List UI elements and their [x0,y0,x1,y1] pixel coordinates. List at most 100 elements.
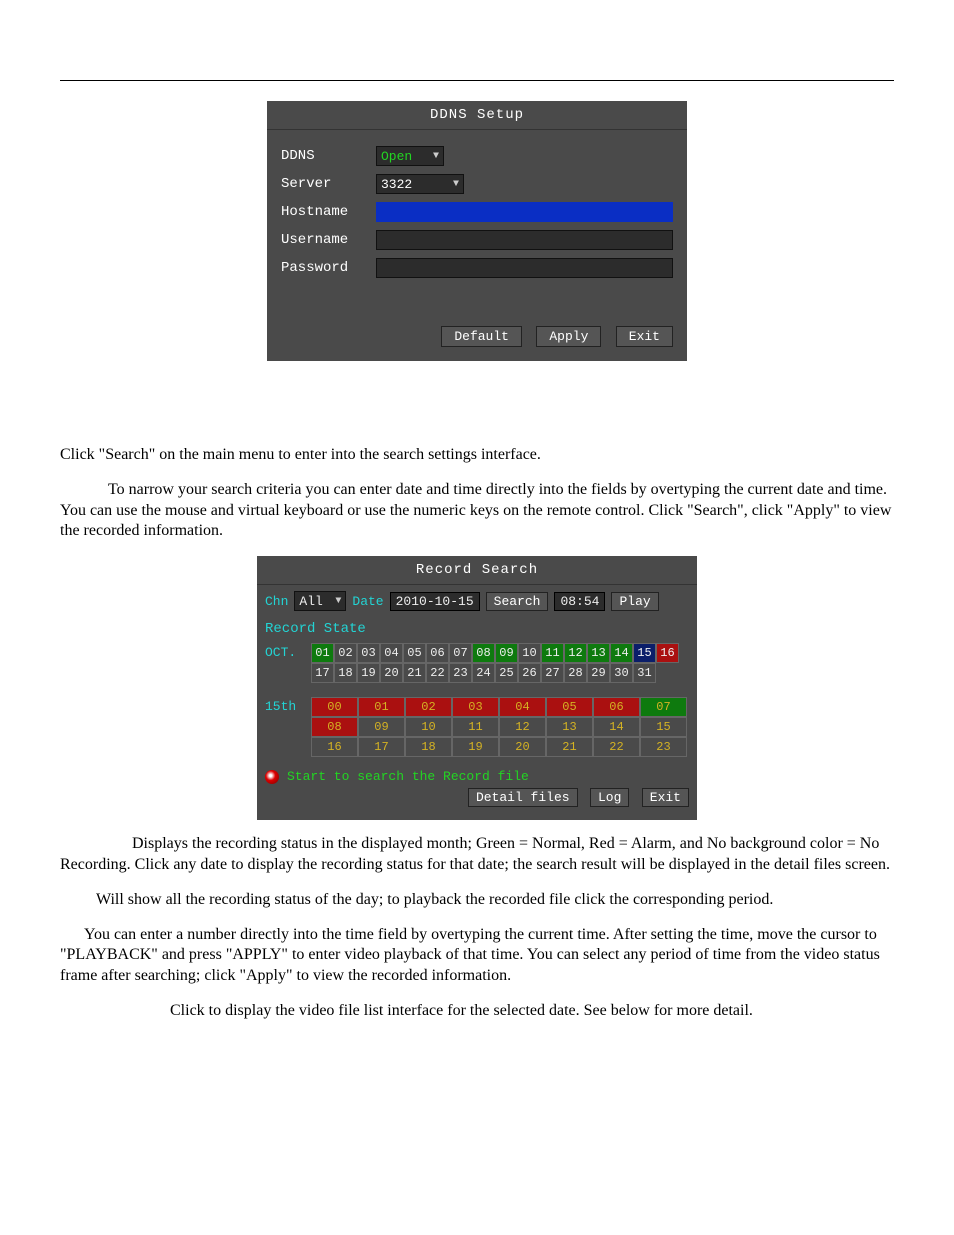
day-cell[interactable]: 19 [357,663,380,683]
hour-cell[interactable]: 12 [499,717,546,737]
hour-cell[interactable]: 15 [640,717,687,737]
hour-cell[interactable]: 23 [640,737,687,757]
hour-cell[interactable]: 04 [499,697,546,717]
day-cell[interactable]: 04 [380,643,403,663]
day-cell[interactable]: 17 [311,663,334,683]
hour-cell[interactable]: 05 [546,697,593,717]
rs-footer: Detail files Log Exit [265,790,689,806]
ddns-setup-panel: DDNS Setup DDNS Open ▼ Server 3322 ▼ Hos… [267,101,687,361]
ddns-button-row: Default Apply Exit [267,286,687,347]
hour-cell[interactable]: 02 [405,697,452,717]
username-label: Username [281,232,366,248]
paragraph-1: Click "Search" on the main menu to enter… [60,445,894,466]
day-cell[interactable]: 12 [564,643,587,663]
day-cell[interactable]: 28 [564,663,587,683]
exit-button[interactable]: Exit [642,788,689,807]
hour-cell[interactable]: 10 [405,717,452,737]
hour-cell[interactable]: 00 [311,697,358,717]
play-button[interactable]: Play [611,592,658,611]
paragraph-2: To narrow your search criteria you can e… [60,480,894,542]
username-input[interactable] [376,230,673,250]
server-select[interactable]: 3322 ▼ [376,174,464,194]
hour-cell[interactable]: 19 [452,737,499,757]
hour-cell[interactable]: 18 [405,737,452,757]
day-cell[interactable]: 21 [403,663,426,683]
day-cell[interactable]: 15 [633,643,656,663]
day-cell[interactable]: 29 [587,663,610,683]
hour-cell[interactable]: 16 [311,737,358,757]
hour-cell[interactable]: 21 [546,737,593,757]
day-cell[interactable]: 01 [311,643,334,663]
day-cell[interactable]: 24 [472,663,495,683]
chn-label: Chn [265,594,288,609]
record-state-label: Record State [265,621,689,637]
date-input[interactable]: 2010-10-15 [390,592,480,611]
day-cell[interactable]: 18 [334,663,357,683]
disc-icon [265,770,279,784]
day-cell[interactable]: 14 [610,643,633,663]
hour-cell[interactable]: 09 [358,717,405,737]
ddns-row-server: Server 3322 ▼ [281,174,673,194]
exit-button[interactable]: Exit [616,326,673,347]
default-button[interactable]: Default [441,326,522,347]
rs-status-text: Start to search the Record file [287,769,529,784]
hour-cell[interactable]: 20 [499,737,546,757]
ddns-select[interactable]: Open ▼ [376,146,444,166]
rs-title: Record Search [257,556,697,585]
paragraph-5: You can enter a number directly into the… [60,925,894,987]
paragraph-3: Displays the recording status in the dis… [60,834,894,876]
day-cell[interactable]: 22 [426,663,449,683]
apply-button[interactable]: Apply [536,326,601,347]
log-button[interactable]: Log [590,788,629,807]
ddns-row-password: Password [281,258,673,278]
day-label: 15th [265,697,311,714]
hour-cell[interactable]: 17 [358,737,405,757]
search-button[interactable]: Search [486,592,549,611]
time-input[interactable]: 08:54 [554,592,605,611]
paragraph-6: Click to display the video file list int… [60,1001,894,1022]
day-cell[interactable]: 08 [472,643,495,663]
day-cell[interactable]: 06 [426,643,449,663]
hour-cell[interactable]: 22 [593,737,640,757]
hour-grid: 0001020304050607 0809101112131415 16171819… [311,697,687,757]
chevron-down-icon: ▼ [453,179,459,190]
ddns-row-ddns: DDNS Open ▼ [281,146,673,166]
hour-cell[interactable]: 08 [311,717,358,737]
hostname-label: Hostname [281,204,366,220]
day-cell[interactable]: 25 [495,663,518,683]
hour-cell[interactable]: 11 [452,717,499,737]
date-label: Date [352,594,383,609]
day-cell[interactable]: 03 [357,643,380,663]
hour-cell[interactable]: 13 [546,717,593,737]
day-cell[interactable]: 13 [587,643,610,663]
day-cell[interactable]: 09 [495,643,518,663]
ddns-select-value: Open [381,149,412,164]
day-cell[interactable]: 10 [518,643,541,663]
day-cell[interactable]: 30 [610,663,633,683]
password-label: Password [281,260,366,276]
month-label: OCT. [265,643,311,660]
rs-status-row: Start to search the Record file [265,769,689,784]
day-cell[interactable]: 02 [334,643,357,663]
day-cell[interactable]: 27 [541,663,564,683]
day-cell[interactable]: 23 [449,663,472,683]
hour-cell[interactable]: 01 [358,697,405,717]
day-cell[interactable]: 05 [403,643,426,663]
chn-select[interactable]: All ▼ [294,591,346,611]
day-cell[interactable]: 11 [541,643,564,663]
ddns-row-hostname: Hostname [281,202,673,222]
day-cell[interactable]: 16 [656,643,679,663]
password-input[interactable] [376,258,673,278]
hostname-input[interactable] [376,202,673,222]
day-cell[interactable]: 31 [633,663,656,683]
hour-cell[interactable]: 14 [593,717,640,737]
page-top-rule [60,80,894,81]
hour-cell[interactable]: 07 [640,697,687,717]
day-cell[interactable]: 20 [380,663,403,683]
detail-files-button[interactable]: Detail files [468,788,578,807]
hour-cell[interactable]: 03 [452,697,499,717]
day-cell[interactable]: 07 [449,643,472,663]
server-label: Server [281,176,366,192]
day-cell[interactable]: 26 [518,663,541,683]
hour-cell[interactable]: 06 [593,697,640,717]
